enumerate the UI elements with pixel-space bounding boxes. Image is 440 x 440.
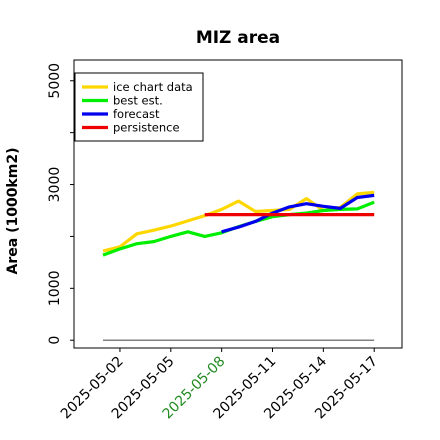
legend-entry: best est. <box>113 94 163 108</box>
legend-entry: forecast <box>113 107 160 121</box>
chart-title: MIZ area <box>196 28 280 48</box>
y-tick-label: 1000 <box>47 271 63 307</box>
y-axis-label: Area (1000km2) <box>5 148 21 275</box>
series-line-forecast <box>221 193 375 234</box>
y-tick-label: 5000 <box>47 63 63 99</box>
y-tick-label: 0 <box>47 336 63 345</box>
legend-entry: persistence <box>113 121 180 135</box>
y-tick-label: 3000 <box>47 167 63 203</box>
plot-frame <box>73 59 403 349</box>
plot-area <box>102 190 375 341</box>
legend-box <box>74 72 204 142</box>
x-axis: 2025-05-022025-05-052025-05-082025-05-11… <box>58 348 381 422</box>
legend-entry: ice chart data <box>113 80 193 94</box>
y-axis: 0 1000 3000 5000 <box>47 63 74 345</box>
